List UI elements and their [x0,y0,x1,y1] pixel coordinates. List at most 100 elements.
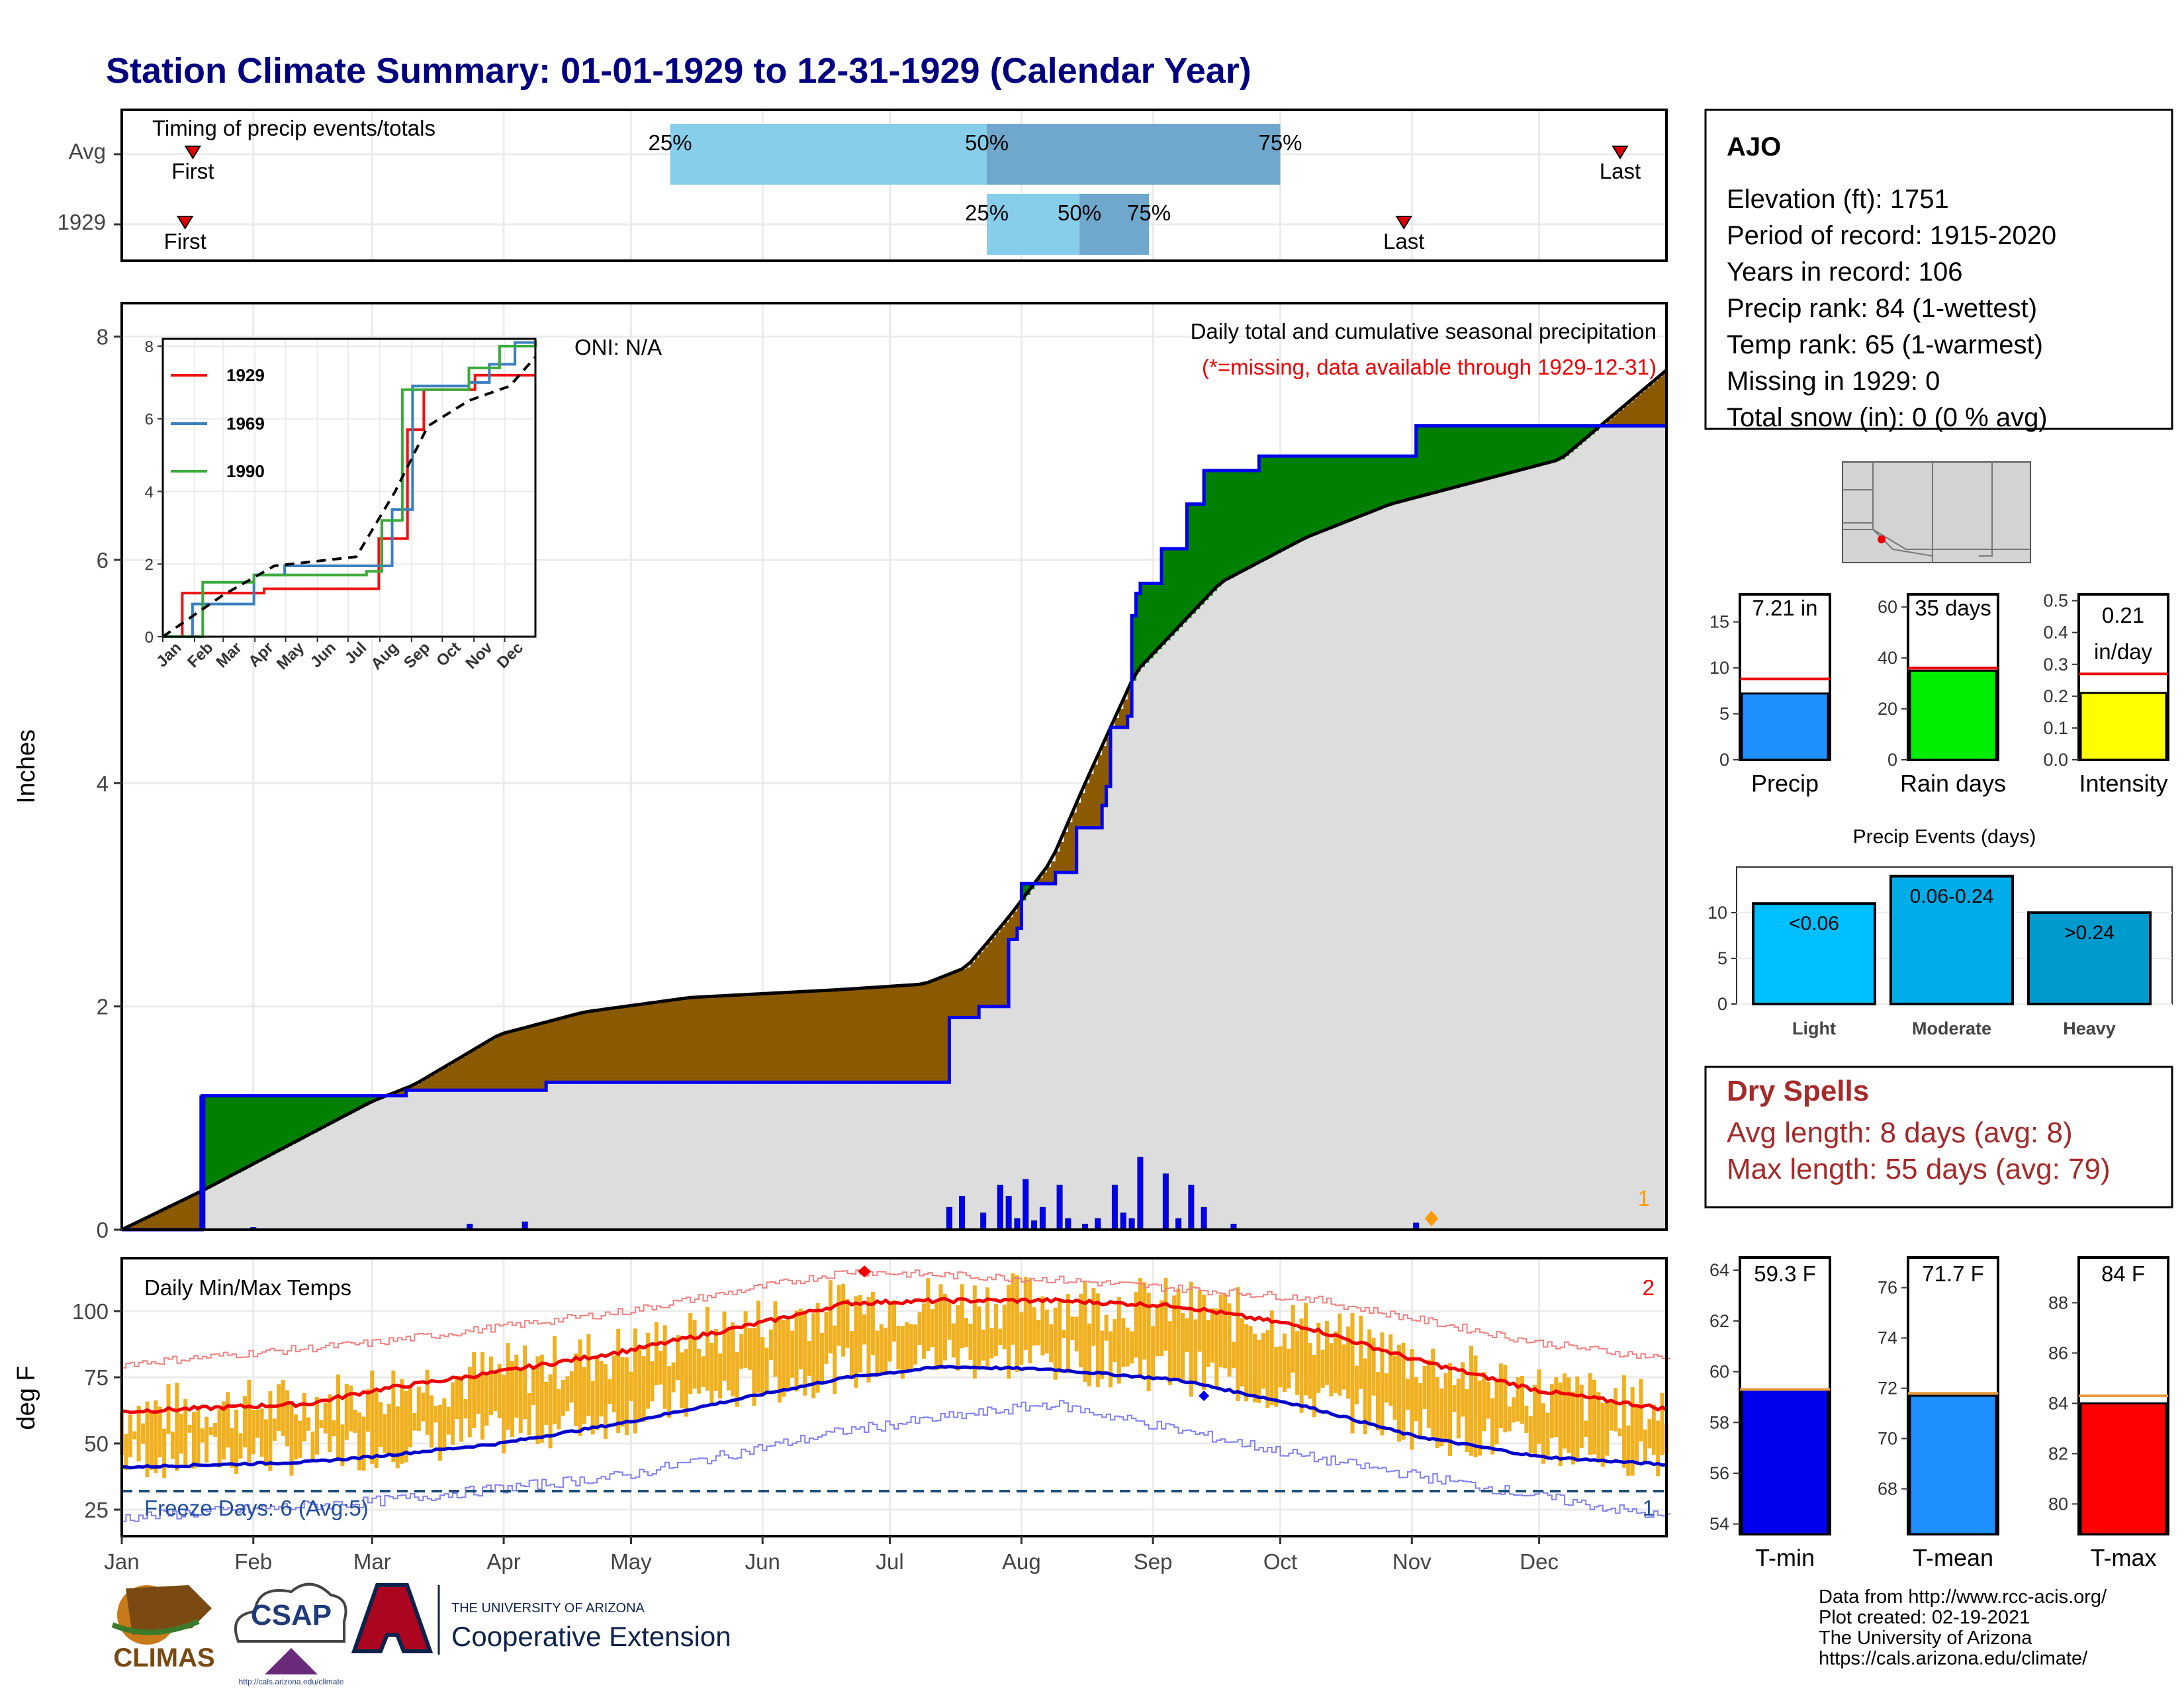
inset-ytick-label: 8 [145,338,154,356]
above-normal-band [215,1095,220,1184]
above-normal-band [1327,456,1332,529]
below-normal-band [1611,416,1616,426]
summary-bars: 0 5 10 15 Precip 7.21 in 0 20 40 60 Rain days 35 da… [1709,591,2169,797]
below-normal-band [1072,812,1077,873]
below-normal-band [151,1215,156,1230]
page-title: Station Climate Summary: 01-01-1929 to 1… [106,51,1251,91]
above-normal-band [245,1095,250,1169]
average-max-line [121,1297,1668,1414]
below-normal-band [694,997,700,1083]
above-normal-band [1229,471,1234,578]
below-normal-band [486,1042,492,1091]
temp-summary-bars: 54 56 58 60 62 64 T-min 59.3 F 68 70 72 74 76 T-mean 7… [1709,1256,2169,1571]
temp-max-summary-label: T-max [2090,1544,2156,1571]
above-normal-band [1220,471,1226,582]
above-normal-band [1255,471,1259,565]
month-label: Jan [104,1549,139,1574]
below-normal-band [423,1079,428,1091]
ua-extension-text: Cooperative Extension [451,1621,731,1652]
below-normal-band [835,989,840,1083]
timing-year-first-label: First [164,229,206,253]
above-normal-band [295,1095,300,1142]
legend-label-1929: 1929 [226,365,265,385]
events-category-label: Heavy [2063,1019,2116,1038]
daily-precip-bar [1188,1185,1195,1230]
climas-text: CLIMAS [113,1643,214,1672]
below-normal-band [944,976,950,1083]
below-normal-band [571,1015,576,1083]
daily-precip-bar [1162,1173,1169,1230]
above-normal-band [1132,616,1137,681]
inset-lines [161,340,537,638]
timing-avg-first-marker [184,146,202,160]
below-normal-band [537,1024,543,1091]
daily-precip-bar [1039,1207,1046,1230]
below-normal-band [1064,832,1069,873]
above-normal-band [1352,456,1357,520]
below-normal-band [546,1022,551,1083]
cumulative-1929-line [122,424,1666,1232]
precip-normal-area [122,426,1666,1230]
temp-mean-summary-label: T-mean [1913,1544,1993,1571]
above-normal-band [1399,456,1404,502]
temp-mean-summary-tick-label: 76 [1878,1278,1897,1298]
below-normal-band [143,1219,148,1230]
below-normal-band [627,1006,631,1083]
below-normal-band [907,985,912,1083]
below-normal-band [1118,708,1124,727]
events-bars: 0 5 10 <0.06 Light 0.06-0.24 Moderate >0.24 Heav… [1707,866,2173,1038]
station-location-dot [1878,535,1886,543]
above-normal-band [1505,426,1510,474]
below-normal-band [592,1011,598,1083]
rain-days-summary-value: 35 days [1915,596,1991,620]
below-normal-band [991,937,997,1007]
below-normal-band [1628,402,1633,426]
month-axis: Jan Feb Mar Apr May Jun Jul Aug Sep Oct Nov Dec [104,1536,1559,1574]
below-normal-band [974,957,979,1018]
precip-summary-tick-label: 0 [1719,750,1729,770]
below-normal-band [762,993,768,1083]
csap-text: CSAP [251,1599,332,1631]
below-normal-band [1127,690,1132,717]
below-normal-band [177,1203,182,1230]
below-normal-band [703,997,708,1083]
above-normal-band [287,1095,293,1146]
above-normal-band [346,1095,351,1115]
temp-min-summary-tick-label: 64 [1709,1260,1729,1280]
events-bar-light [1752,902,1876,1005]
below-normal-band [733,995,738,1083]
below-normal-band [652,1003,657,1083]
temp-mean-summary-tick-label: 70 [1878,1429,1897,1449]
below-normal-band [936,979,942,1083]
precip-summary-label: Precip [1751,770,1819,797]
below-normal-band [826,990,831,1083]
inset-ytick-label: 6 [145,411,154,429]
above-normal-band [1500,426,1506,475]
below-normal-band [1607,420,1612,426]
below-normal-band [1085,783,1090,828]
temp-max-summary-tick-label: 84 [2048,1393,2068,1413]
above-normal-band [1424,426,1430,496]
daily-precip-bar [1023,1179,1029,1230]
station-temp-rank: Temp rank: 65 (1-warmest) [1727,330,2043,359]
credit-line-date: Plot created: 02-19-2021 [1819,1607,2030,1628]
above-normal-band [1289,456,1294,547]
below-normal-band [669,1000,674,1083]
above-normal-band [1463,426,1468,485]
above-normal-band [274,1095,279,1153]
below-normal-band [457,1059,462,1091]
ua-university-text: THE UNIVERSITY OF ARIZONA [451,1601,645,1616]
above-normal-band [317,1095,322,1130]
csap-logo: CSAP http://cals.arizona.edu/climate [234,1582,347,1686]
above-normal-band [351,1095,356,1113]
above-normal-band [304,1095,309,1137]
below-normal-band [432,1074,437,1091]
temp-lines [121,1265,1671,1522]
dry-spells-frame [1704,1066,2173,1209]
above-normal-band [1178,549,1183,627]
above-normal-band [1433,426,1438,493]
below-normal-band [525,1027,530,1091]
below-normal-band [1060,841,1065,873]
temp-y-axis: 25 50 75 100 [72,1299,122,1522]
below-normal-band [1046,866,1052,884]
